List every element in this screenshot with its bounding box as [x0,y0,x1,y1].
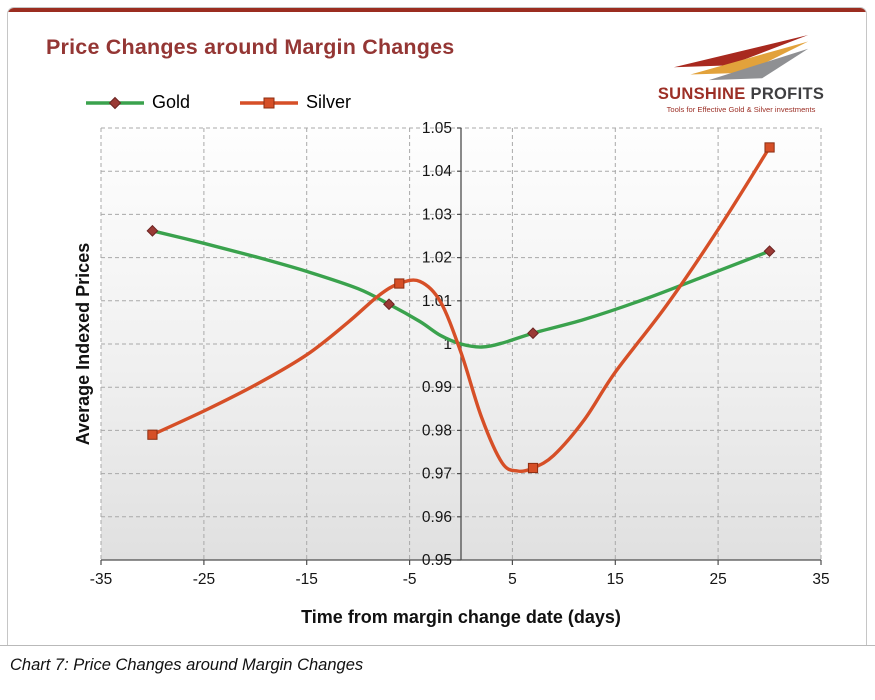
x-tick-label: 5 [508,571,517,588]
legend-label-silver: Silver [306,92,352,112]
legend-swatch-gold [86,96,144,109]
silver-marker [764,142,775,153]
x-tick-label: 25 [709,571,726,588]
legend-item-silver: Silver [238,92,351,113]
silver-marker [394,278,405,289]
sunshine-profits-logo: SUNSHINE PROFITS Tools for Effective Gold… [648,34,834,114]
gold-marker [527,327,539,340]
caption-divider [0,645,875,646]
silver-marker [527,462,539,474]
silver-legend-marker [263,97,275,108]
x-tick-label: 35 [812,571,829,588]
logo-text-profits: PROFITS [750,85,825,103]
logo-arrow-orange [690,41,809,75]
gold-marker [146,224,159,237]
chart-frame: Price Changes around Margin Changes Gold… [7,7,867,645]
x-tick-label: -5 [403,571,417,588]
chart-legend: Gold Silver [84,92,351,113]
y-tick-label: 1 [443,336,452,353]
price-chart-svg: -35 -25 -15 -5 5 15 25 35 0.95 0.96 0.97 0.98 0.99 1 1… [73,120,830,627]
silver-marker [147,429,158,440]
y-tick-label: 0.98 [422,422,452,439]
x-tick-label: -35 [90,571,112,588]
y-tick-label: 0.95 [422,552,452,569]
legend-swatch-silver [240,97,299,108]
logo-tagline: Tools for Effective Gold & Silver invest… [666,105,816,114]
gold-line [150,229,772,349]
x-tick-label: -25 [193,571,215,588]
gold-legend-marker [108,96,122,109]
figure-caption: Chart 7: Price Changes around Margin Cha… [10,656,364,674]
y-tick-label: 1.01 [422,293,452,310]
x-axis-title: Time from margin change date (days) [301,607,621,627]
x-tick-label: -15 [295,571,317,588]
gold-marker [383,298,395,311]
top-accent-bar [8,8,866,12]
y-tick-label: 1.02 [422,250,452,267]
y-tick-label: 1.03 [422,206,452,223]
x-tick-label: 15 [607,571,624,588]
gold-marker [763,245,776,258]
legend-label-gold: Gold [152,92,191,112]
y-tick-label: 0.97 [422,466,452,483]
legend-item-gold: Gold [84,92,190,113]
logo-arrows-icon [673,35,809,81]
y-tick-label: 1.04 [422,163,453,180]
logo-name: SUNSHINE PROFITS [648,85,834,104]
y-tick-label: 0.96 [422,509,452,526]
y-axis-title: Average Indexed Prices [73,243,93,445]
logo-text-sunshine: SUNSHINE [657,85,746,103]
y-tick-label: 1.05 [422,120,452,137]
silver-line [150,145,772,473]
y-tick-label: 0.99 [422,379,452,396]
chart-title: Price Changes around Margin Changes [46,35,455,59]
